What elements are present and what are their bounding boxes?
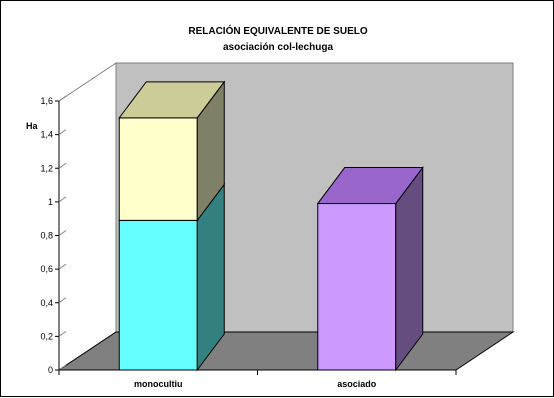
y-tick-wall-line xyxy=(58,129,67,136)
y-tick-wall-line xyxy=(58,196,67,203)
x-tick-label: monocultiu xyxy=(134,379,183,389)
y-tick-wall-line xyxy=(58,330,67,337)
x-tick-label: asociado xyxy=(337,379,377,389)
y-tick-wall-line xyxy=(58,95,67,102)
y-tick-label: 0,4 xyxy=(40,298,53,308)
y-tick-label: 0,6 xyxy=(40,264,53,274)
y-tick-label: 1,4 xyxy=(40,130,53,140)
y-tick-wall-line xyxy=(58,230,67,236)
y-tick-label: 0 xyxy=(48,365,53,375)
y-tick-label: 0,8 xyxy=(40,231,53,241)
y-tick-label: 1 xyxy=(48,197,53,207)
y-tick-wall-line xyxy=(58,297,67,304)
y-tick-wall-line xyxy=(58,364,67,371)
y-tick-wall-line xyxy=(58,162,67,169)
bar-front xyxy=(317,203,397,371)
bar-front xyxy=(118,117,198,221)
chart-subtitle: asociación col-lechuga xyxy=(223,42,333,53)
side-wall xyxy=(58,62,117,371)
y-axis-label: Ha xyxy=(26,121,38,131)
y-tick-label: 0,2 xyxy=(40,331,53,341)
bar-top xyxy=(118,81,226,119)
bar-top xyxy=(316,167,424,205)
y-tick-wall-line xyxy=(58,263,67,270)
y-tick-label: 1,6 xyxy=(40,96,53,106)
y-tick-label: 1,2 xyxy=(40,163,53,173)
chart-title: RELACIÓN EQUIVALENTE DE SUELO xyxy=(188,24,367,37)
plot-area: 0 0,2 0,4 0,6 0,8 1 1,2 1,4 1,6 monocultiu asociad… xyxy=(40,62,515,389)
bar-front xyxy=(118,219,198,371)
